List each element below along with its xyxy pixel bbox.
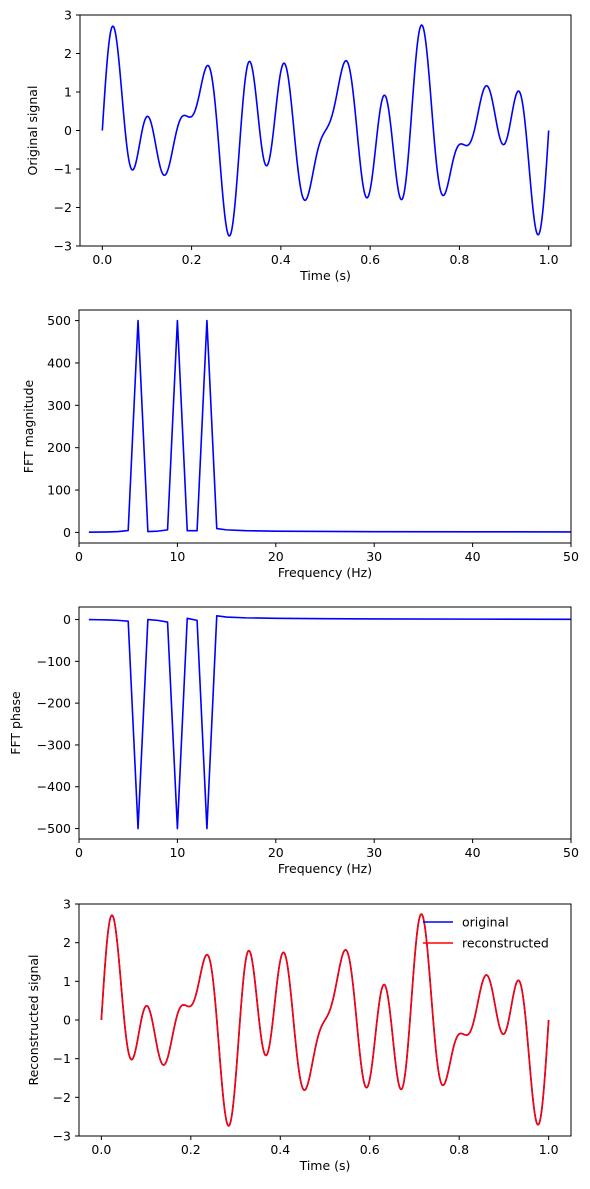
y-tick-label: 400 — [47, 355, 71, 370]
y-tick-label: 500 — [47, 313, 71, 328]
x-tick-label: 0.2 — [181, 1142, 201, 1157]
chart-reconstructed: 0.0 0.2 0.4 0.6 0.8 1.0 −3 −2 −1 0 1 2 3 Time (s) Reco… — [26, 897, 572, 1173]
x-axis-label: Time (s) — [299, 1158, 351, 1173]
x-tick-label: 20 — [268, 549, 284, 564]
series-line — [88, 319, 571, 533]
y-tick-label: 3 — [63, 897, 71, 912]
y-tick-label: −3 — [54, 239, 72, 254]
x-tick-label: 0.8 — [449, 252, 469, 267]
y-tick-label: −100 — [37, 654, 71, 669]
x-tick-label: 0.6 — [360, 1142, 380, 1157]
y-tick-label: 3 — [64, 8, 72, 23]
legend-label-reconstructed: reconstructed — [462, 936, 549, 951]
x-tick-label: 40 — [465, 845, 481, 860]
x-tick-label: 0.6 — [360, 252, 380, 267]
x-tick-label: 40 — [465, 549, 481, 564]
y-tick-label: 1 — [63, 974, 71, 989]
y-tick-label: −1 — [54, 162, 72, 177]
x-tick-label: 0.8 — [449, 1142, 469, 1157]
axes-frame — [78, 309, 572, 544]
y-tick-label: 100 — [47, 483, 71, 498]
chart-original: 0.0 0.2 0.4 0.6 0.8 1.0 −3 −2 −1 0 1 2 3 Time (s) Orig… — [25, 8, 572, 283]
y-tick-label: −3 — [53, 1129, 71, 1144]
y-tick-label: −200 — [37, 696, 71, 711]
legend: original reconstructed — [423, 915, 549, 951]
y-tick-label: 1 — [64, 85, 72, 100]
x-tick-label: 30 — [366, 845, 382, 860]
y-tick-label: 0 — [64, 123, 72, 138]
x-tick-label: 0.0 — [91, 1142, 111, 1157]
y-tick-label: −500 — [37, 821, 71, 836]
x-tick-label: 30 — [366, 549, 382, 564]
x-tick-label: 50 — [563, 549, 579, 564]
x-tick-label: 20 — [268, 845, 284, 860]
y-axis-label: Original signal — [25, 86, 40, 176]
x-tick-label: 1.0 — [539, 1142, 559, 1157]
y-axis-label: Reconstructed signal — [26, 954, 41, 1085]
axes-frame — [78, 606, 572, 840]
x-tick-label: 0 — [75, 549, 83, 564]
y-tick-label: −2 — [54, 200, 72, 215]
chart-fft-phase: 0 10 20 30 40 50 0 −100 −200 −300 −400 −500 Frequenc… — [8, 606, 579, 876]
y-tick-label: −400 — [37, 779, 71, 794]
x-tick-label: 0 — [75, 845, 83, 860]
x-tick-label: 0.4 — [271, 252, 291, 267]
series-line — [101, 24, 550, 237]
x-axis-label: Time (s) — [299, 268, 351, 283]
y-tick-label: −1 — [53, 1051, 71, 1066]
y-tick-label: 200 — [47, 440, 71, 455]
x-tick-label: 0.0 — [92, 252, 112, 267]
legend-label-original: original — [462, 915, 509, 930]
x-tick-label: 50 — [563, 845, 579, 860]
x-tick-label: 0.2 — [182, 252, 202, 267]
x-tick-label: 1.0 — [539, 252, 559, 267]
y-tick-label: −2 — [53, 1090, 71, 1105]
y-tick-label: 300 — [47, 398, 71, 413]
y-tick-label: 2 — [63, 935, 71, 950]
x-axis-label: Frequency (Hz) — [278, 565, 372, 580]
y-tick-label: 2 — [64, 46, 72, 61]
y-tick-label: 0 — [63, 525, 71, 540]
x-axis-label: Frequency (Hz) — [278, 861, 372, 876]
x-tick-label: 10 — [169, 549, 185, 564]
x-tick-label: 0.4 — [270, 1142, 290, 1157]
y-tick-label: −300 — [37, 737, 71, 752]
series-line — [88, 614, 571, 830]
y-axis-label: FFT magnitude — [21, 380, 36, 474]
y-tick-label: 0 — [63, 612, 71, 627]
y-tick-label: 0 — [63, 1013, 71, 1028]
series-line-reconstructed — [100, 913, 550, 1127]
y-axis-label: FFT phase — [8, 691, 23, 755]
x-tick-label: 10 — [169, 845, 185, 860]
